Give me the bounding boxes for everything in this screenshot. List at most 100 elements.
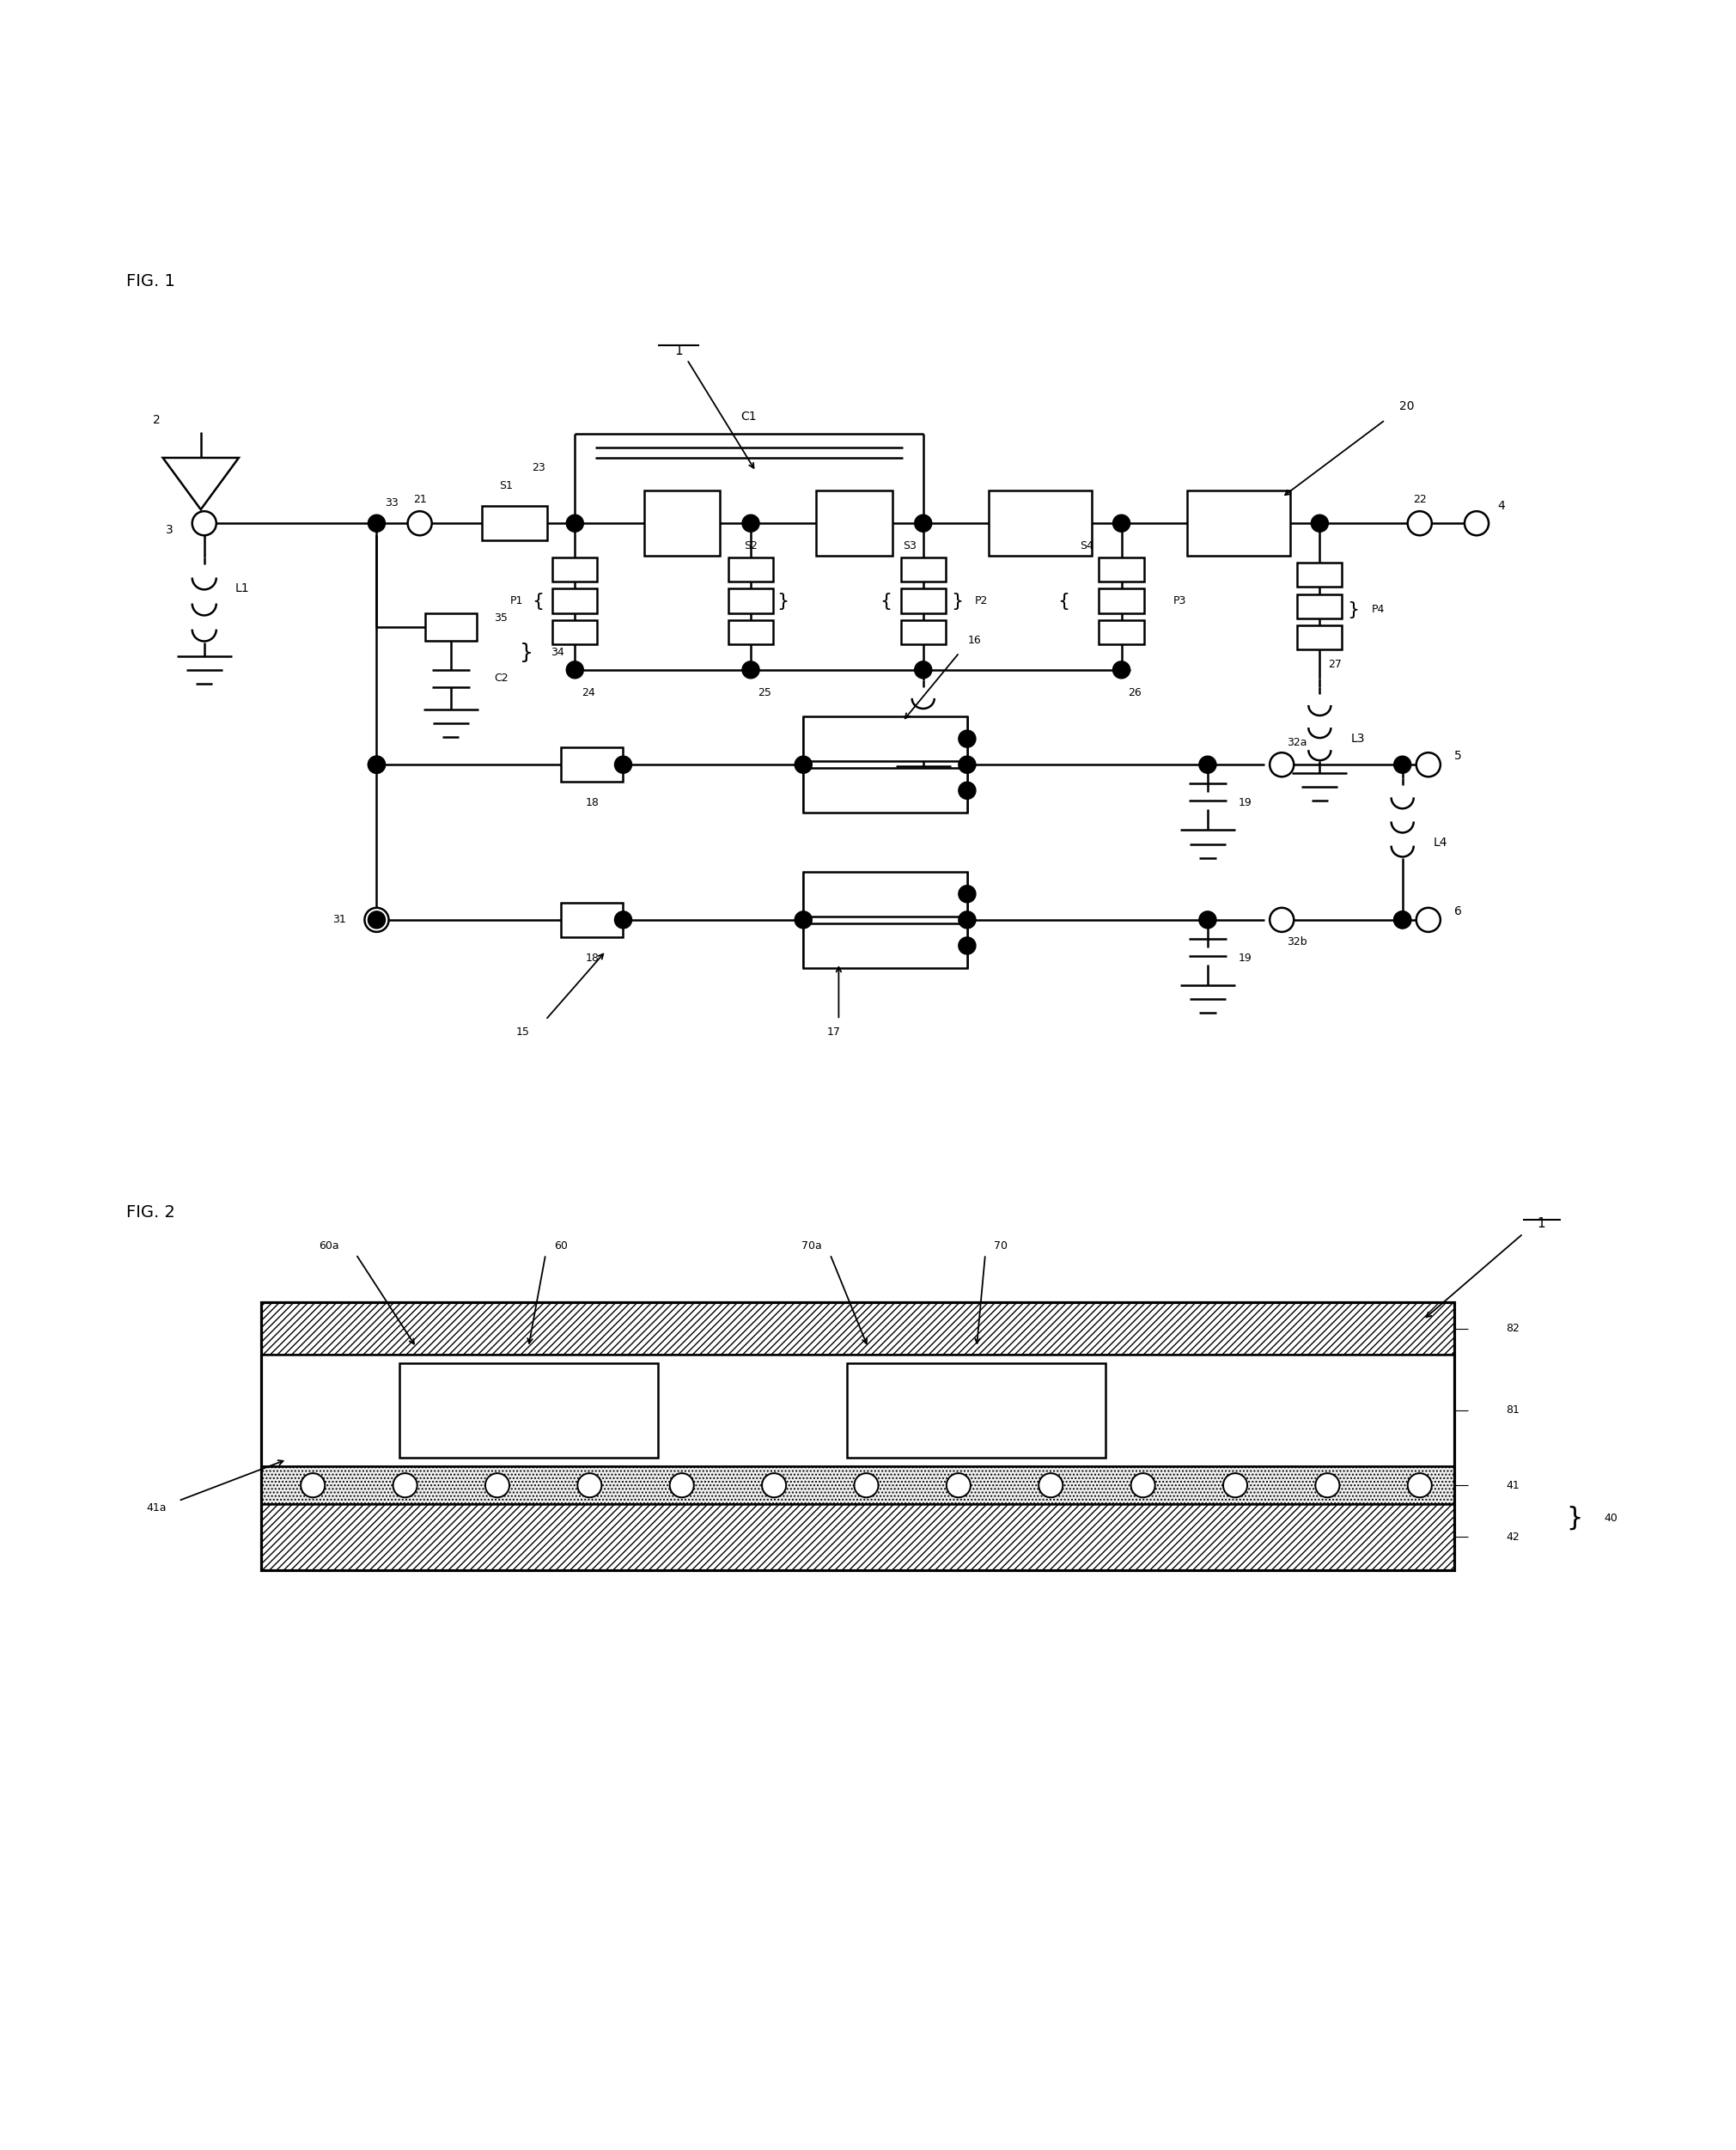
Circle shape	[1269, 752, 1293, 776]
Text: 22: 22	[1413, 495, 1427, 505]
Circle shape	[1038, 1473, 1062, 1496]
Text: 32a: 32a	[1286, 737, 1307, 748]
Bar	[561, 903, 623, 937]
Circle shape	[368, 912, 385, 929]
Text: L2: L2	[955, 729, 969, 742]
Bar	[1099, 589, 1144, 613]
Text: 23: 23	[531, 462, 545, 473]
Circle shape	[958, 757, 976, 774]
Circle shape	[368, 757, 385, 774]
Text: 16: 16	[969, 634, 981, 647]
Text: 25: 25	[757, 688, 771, 699]
Bar	[399, 1363, 658, 1458]
Circle shape	[392, 1473, 417, 1496]
Bar	[260, 1354, 1455, 1466]
Circle shape	[1465, 512, 1489, 535]
Text: {: {	[1057, 591, 1069, 608]
Text: P3: P3	[1174, 596, 1186, 606]
Text: 34: 34	[550, 647, 564, 658]
Bar	[260, 1466, 1455, 1505]
Text: 26: 26	[1128, 688, 1142, 699]
Text: P4: P4	[1371, 604, 1385, 615]
Text: }: }	[776, 591, 788, 608]
Circle shape	[795, 757, 812, 774]
Text: 4: 4	[1496, 501, 1505, 512]
Circle shape	[743, 662, 759, 679]
Text: 32b: 32b	[1286, 937, 1307, 948]
Text: 81: 81	[1505, 1404, 1519, 1417]
Bar	[561, 748, 623, 783]
Circle shape	[1113, 514, 1130, 531]
Circle shape	[615, 912, 632, 929]
Circle shape	[670, 1473, 694, 1496]
Bar	[729, 557, 773, 583]
Bar	[1187, 490, 1290, 557]
Bar	[552, 557, 597, 583]
Circle shape	[743, 514, 759, 531]
Circle shape	[1224, 1473, 1246, 1496]
Text: {: {	[531, 591, 543, 608]
Bar	[901, 557, 946, 583]
Circle shape	[958, 937, 976, 955]
Circle shape	[566, 514, 583, 531]
Text: 3: 3	[165, 525, 174, 535]
Circle shape	[578, 1473, 602, 1496]
Circle shape	[1200, 912, 1217, 929]
Bar	[990, 490, 1092, 557]
Circle shape	[1408, 512, 1432, 535]
Text: 60: 60	[554, 1241, 568, 1251]
Text: 41a: 41a	[146, 1503, 167, 1514]
Text: 1: 1	[1536, 1217, 1545, 1230]
Circle shape	[1417, 752, 1441, 776]
Text: 6: 6	[1455, 905, 1462, 918]
Text: L3: L3	[1351, 733, 1364, 744]
Bar	[901, 619, 946, 645]
Text: P1: P1	[510, 596, 523, 606]
Circle shape	[1130, 1473, 1154, 1496]
Text: 41: 41	[1505, 1479, 1519, 1490]
Text: 21: 21	[413, 495, 427, 505]
Circle shape	[300, 1473, 325, 1496]
Text: 15: 15	[516, 1026, 529, 1038]
Circle shape	[368, 757, 385, 774]
Bar	[816, 490, 892, 557]
Text: 5: 5	[1455, 750, 1462, 761]
Text: 33: 33	[385, 497, 399, 507]
Bar	[1297, 626, 1342, 649]
Circle shape	[1394, 912, 1411, 929]
Circle shape	[408, 512, 432, 535]
Circle shape	[958, 886, 976, 903]
Bar	[804, 922, 967, 968]
Text: FIG. 1: FIG. 1	[127, 273, 175, 290]
Text: }: }	[1566, 1505, 1583, 1531]
Circle shape	[795, 912, 812, 929]
Text: }: }	[1347, 600, 1359, 617]
Circle shape	[368, 514, 385, 531]
Text: C2: C2	[493, 673, 509, 684]
Circle shape	[1113, 662, 1130, 679]
Bar	[1099, 557, 1144, 583]
Bar	[729, 619, 773, 645]
Bar	[425, 613, 477, 641]
Text: 18: 18	[585, 952, 599, 963]
Circle shape	[854, 1473, 878, 1496]
Bar	[1297, 593, 1342, 619]
Text: 17: 17	[826, 1026, 840, 1038]
Bar	[804, 716, 967, 761]
Text: 82: 82	[1505, 1322, 1519, 1333]
Bar	[804, 768, 967, 813]
Text: 40: 40	[1604, 1511, 1618, 1524]
Bar	[804, 871, 967, 916]
Bar	[552, 619, 597, 645]
Circle shape	[1269, 907, 1293, 931]
Text: 19: 19	[1240, 798, 1252, 808]
Text: 20: 20	[1399, 400, 1415, 413]
Text: 1: 1	[674, 344, 682, 357]
Bar	[847, 1363, 1106, 1458]
Text: 70a: 70a	[800, 1241, 821, 1251]
Circle shape	[915, 662, 932, 679]
Circle shape	[1394, 912, 1411, 929]
Text: 24: 24	[582, 688, 595, 699]
Bar	[1099, 619, 1144, 645]
Bar	[483, 505, 547, 540]
